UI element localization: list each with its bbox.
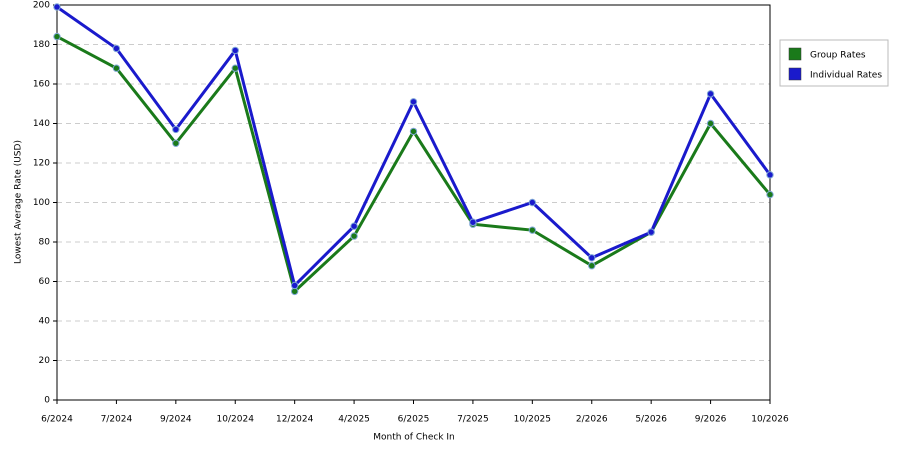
x-tick-label: 5/2026 [635, 415, 667, 425]
legend-label: Individual Rates [810, 71, 882, 81]
x-tick-label: 2/2026 [576, 415, 608, 425]
series-line [56, 35, 772, 295]
data-point [350, 232, 358, 240]
x-tick-label: 10/2026 [751, 415, 789, 425]
legend-label: Group Rates [810, 51, 866, 61]
x-tick-label: 10/2024 [217, 415, 255, 425]
data-point [231, 46, 239, 55]
data-point [53, 3, 61, 11]
y-tick-label: 100 [33, 198, 50, 208]
y-tick-label: 200 [33, 1, 50, 11]
legend-swatch [788, 67, 802, 81]
series-line [56, 5, 772, 289]
x-tick-label: 7/2025 [457, 415, 489, 425]
x-tick-label: 9/2026 [695, 415, 727, 425]
y-tick-label: 40 [39, 317, 51, 327]
data-point [588, 262, 596, 270]
x-tick-label: 10/2025 [514, 415, 551, 425]
y-tick-label: 160 [33, 80, 50, 90]
data-point [588, 254, 596, 262]
y-tick-label: 80 [39, 238, 51, 248]
legend-swatch [788, 47, 802, 61]
data-point [172, 125, 180, 134]
data-point [112, 44, 121, 53]
x-tick-label: 4/2025 [338, 415, 370, 425]
data-point [53, 32, 61, 41]
data-point [290, 281, 299, 290]
x-tick-label: 9/2024 [160, 415, 192, 425]
data-point [409, 98, 418, 106]
data-point [528, 198, 537, 207]
y-tick-label: 60 [39, 277, 51, 287]
data-point [706, 90, 715, 98]
x-tick-label: 7/2024 [101, 415, 133, 425]
y-axis-title: Lowest Average Rate (USD) [14, 140, 24, 264]
x-tick-label: 6/2025 [398, 415, 430, 425]
y-tick-label: 120 [33, 159, 50, 169]
y-tick-label: 180 [33, 40, 50, 50]
y-tick-label: 0 [44, 396, 50, 406]
x-axis-title: Month of Check In [373, 433, 455, 443]
data-point [766, 190, 774, 199]
data-point [350, 222, 358, 230]
data-point [766, 171, 774, 179]
data-point [112, 64, 121, 72]
y-tick-label: 20 [39, 356, 51, 366]
data-point [231, 64, 239, 72]
data-point [409, 127, 418, 136]
data-point [647, 228, 655, 236]
legend-box [779, 39, 889, 87]
data-point [706, 119, 715, 128]
data-point [172, 139, 180, 147]
y-tick-label: 140 [33, 119, 50, 129]
x-tick-label: 6/2024 [41, 415, 73, 425]
x-tick-label: 12/2024 [276, 415, 314, 425]
data-point [528, 226, 537, 234]
data-point [469, 218, 477, 226]
